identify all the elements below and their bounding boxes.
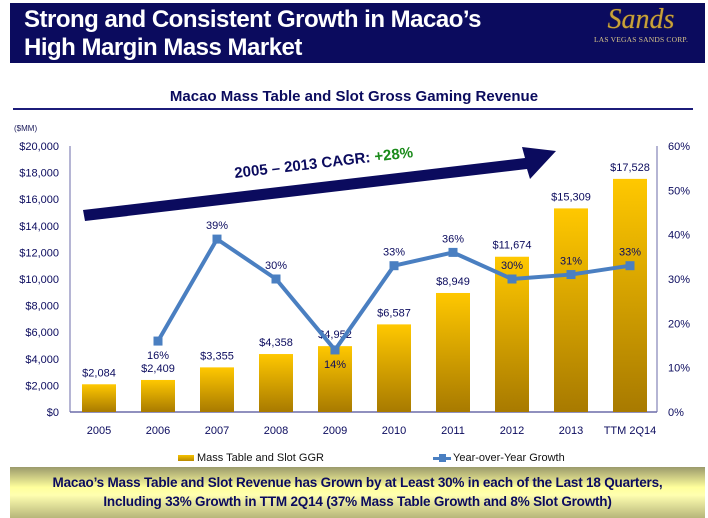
page-title-line1: Strong and Consistent Growth in Macao’s — [24, 6, 481, 33]
logo-subtitle: LAS VEGAS SANDS CORP. — [593, 35, 689, 44]
growth-marker — [507, 274, 517, 284]
y-tick-label: $2,000 — [25, 380, 59, 392]
legend-item-growth: Year-over-Year Growth — [433, 452, 565, 464]
x-tick-label: 2006 — [146, 425, 170, 437]
sands-logo: Sands LAS VEGAS SANDS CORP. — [583, 6, 699, 46]
y-tick-label: $4,000 — [25, 354, 59, 366]
bar — [200, 367, 234, 412]
growth-data-label: 14% — [324, 359, 346, 371]
growth-marker — [389, 261, 399, 271]
bar-series — [82, 178, 647, 412]
bar-data-label: $6,587 — [377, 307, 411, 319]
banner-line-2: Including 33% Growth in TTM 2Q14 (37% Ma… — [103, 494, 612, 509]
growth-data-label: 39% — [206, 220, 228, 232]
legend-label-growth: Year-over-Year Growth — [453, 452, 565, 464]
growth-marker — [271, 274, 281, 284]
y-tick-label: $10,000 — [19, 274, 59, 286]
bar — [436, 292, 470, 412]
y2-tick-label: 40% — [668, 230, 690, 242]
bar-data-label: $15,309 — [551, 191, 591, 203]
y-tick-label: $18,000 — [19, 168, 59, 180]
y-tick-label: $14,000 — [19, 221, 59, 233]
title-underline — [13, 108, 693, 110]
x-tick-label: 2008 — [264, 425, 288, 437]
growth-marker — [566, 270, 576, 280]
y-tick-label: $6,000 — [25, 327, 59, 339]
growth-data-label: 36% — [442, 233, 464, 245]
banner-line-1: Macao’s Mass Table and Slot Revenue has … — [52, 475, 663, 490]
bar-data-label: $8,949 — [436, 276, 470, 288]
growth-data-label: 16% — [147, 350, 169, 362]
x-tick-label: 2013 — [559, 425, 583, 437]
bar-data-label: $11,674 — [493, 240, 532, 252]
x-tick-label: 2010 — [382, 425, 406, 437]
line-series — [153, 234, 635, 355]
legend-line-swatch — [433, 454, 451, 462]
growth-marker — [330, 345, 340, 355]
x-tick-label: 2007 — [205, 425, 229, 437]
bar — [318, 346, 352, 412]
bar — [377, 324, 411, 412]
x-tick-labels: 2005 2006 2007 2008 2009 2010 2011 2012 2013 TTM … — [87, 425, 657, 437]
growth-data-label: 31% — [560, 256, 582, 268]
y-tick-label: $16,000 — [19, 194, 59, 206]
bar-data-label: $17,528 — [610, 162, 650, 174]
unit-label: ($MM) — [14, 124, 38, 133]
x-tick-label: 2009 — [323, 425, 347, 437]
line-data-labels: 16% 39% 30% 14% 33% 36% 30% 31% 33% — [147, 220, 641, 371]
growth-data-label: 30% — [265, 260, 287, 272]
x-tick-label: 2005 — [87, 425, 111, 437]
cagr-arrow: 2005 – 2013 CAGR: +28% — [83, 144, 556, 221]
legend-bar-swatch — [178, 455, 194, 461]
growth-data-label: 30% — [501, 260, 523, 272]
y2-tick-label: 50% — [668, 185, 690, 197]
chart-title: Macao Mass Table and Slot Gross Gaming R… — [169, 88, 539, 105]
legend-item-ggr: Mass Table and Slot GGR — [178, 452, 324, 464]
bar-data-label: $2,084 — [82, 367, 116, 379]
growth-data-label: 33% — [619, 247, 641, 259]
bar — [554, 208, 588, 412]
bar-data-label: $3,355 — [200, 350, 234, 362]
growth-marker — [448, 247, 458, 257]
legend-label-ggr: Mass Table and Slot GGR — [197, 452, 324, 464]
x-tick-label: 2012 — [500, 425, 524, 437]
growth-marker — [212, 234, 222, 244]
y-tick-label: $0 — [47, 407, 59, 419]
y-tick-label: $8,000 — [25, 301, 59, 313]
chart-svg: 2005 – 2013 CAGR: +28% $0 $2,000 $4,000 $6,… — [19, 141, 690, 437]
y2-tick-label: 30% — [668, 274, 690, 286]
growth-marker — [625, 261, 635, 271]
logo-wordmark: Sands — [607, 4, 675, 35]
y2-tick-label: 60% — [668, 141, 690, 153]
cagr-arrow-shape — [83, 147, 556, 221]
growth-data-label: 33% — [383, 247, 405, 259]
header-band: Strong and Consistent Growth in Macao’s … — [10, 3, 705, 63]
y2-tick-label: 10% — [668, 363, 690, 375]
x-tick-label: TTM 2Q14 — [604, 425, 657, 437]
bar — [82, 384, 116, 412]
growth-marker — [153, 336, 163, 346]
summary-banner: Macao’s Mass Table and Slot Revenue has … — [10, 467, 705, 518]
y-tick-label: $20,000 — [19, 141, 59, 153]
y2-tick-label: 0% — [668, 407, 684, 419]
page-title-line2: High Margin Mass Market — [24, 34, 302, 61]
bar-data-label: $4,358 — [259, 337, 293, 349]
cagr-label: 2005 – 2013 CAGR: — [233, 149, 375, 182]
legend: Mass Table and Slot GGR Year-over-Year G… — [0, 452, 708, 466]
x-tick-label: 2011 — [441, 425, 465, 437]
bar — [613, 178, 647, 412]
bar-data-label: $2,409 — [141, 363, 175, 375]
page-title: Strong and Consistent Growth in Macao’s … — [24, 6, 481, 62]
bar — [259, 354, 293, 412]
bar — [141, 379, 175, 412]
cagr-value: +28% — [373, 144, 414, 165]
y2-tick-label: 20% — [668, 318, 690, 330]
y-tick-label: $12,000 — [19, 247, 59, 259]
